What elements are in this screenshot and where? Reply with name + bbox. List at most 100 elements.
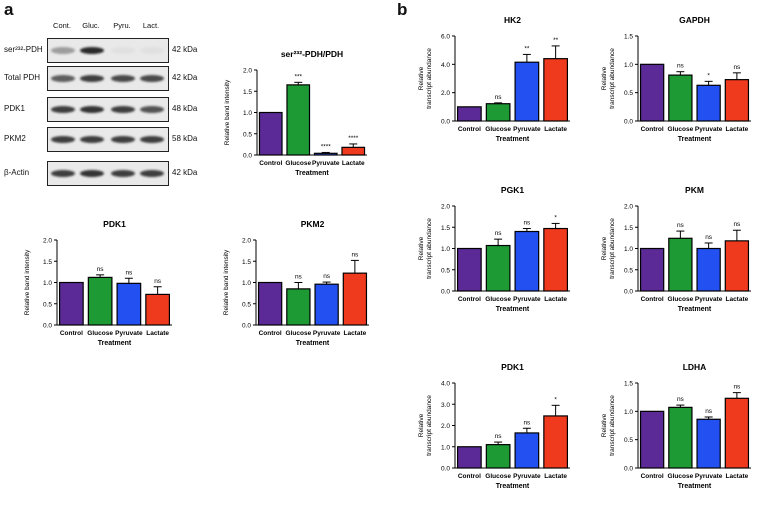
y-axis-label: Relativetranscript abundance	[601, 48, 616, 109]
y-tick-label: 1.0	[624, 409, 633, 416]
y-tick-label: 1.0	[441, 246, 450, 253]
x-tick-label: Lactate	[544, 126, 567, 133]
y-tick-label: 0.5	[242, 301, 251, 308]
y-tick-label: 1.0	[43, 280, 52, 287]
x-tick-label: Glucose	[87, 330, 113, 337]
chart-a3: PKM2 0.0 0.5 1.0 1.5 2.0 Relative band intensi…	[223, 219, 369, 347]
blot-strip	[47, 161, 169, 186]
chart-a2: PDK1 0.0 0.5 1.0 1.5 2.0 Relative band intensi…	[24, 219, 172, 347]
blot-band	[51, 136, 75, 143]
significance-label: ns	[523, 220, 531, 227]
x-tick-label: Pyruvate	[513, 296, 541, 303]
y-tick-label: 0.5	[243, 131, 252, 138]
significance-label: ns	[125, 269, 133, 276]
blot-lane-label: Lact.	[142, 21, 160, 30]
blot-band	[111, 170, 135, 177]
significance-label: ns	[351, 251, 359, 258]
y-tick-label: 0.0	[43, 323, 52, 330]
y-tick-label: 0.5	[441, 267, 450, 274]
significance-label: ****	[321, 143, 332, 150]
y-tick-label: 2.0	[441, 423, 450, 430]
x-tick-label: Control	[259, 160, 282, 167]
bar	[543, 227, 569, 292]
bar	[485, 103, 511, 122]
significance-label: ns	[733, 64, 741, 71]
bar	[543, 415, 569, 469]
y-tick-label: 2.0	[243, 68, 252, 75]
x-tick-label: Lactate	[342, 160, 365, 167]
blot-band	[51, 106, 75, 113]
blot-band	[80, 136, 104, 143]
blot-strip	[47, 38, 169, 63]
x-tick-label: Pyruvate	[312, 160, 340, 167]
blot-band	[111, 75, 135, 82]
bar	[668, 237, 693, 292]
significance-label: ns	[677, 396, 685, 403]
bar	[514, 230, 540, 292]
x-tick-label: Control	[458, 296, 481, 303]
bar	[456, 446, 482, 469]
bar	[668, 406, 693, 469]
x-axis-label: Treatment	[98, 340, 132, 347]
chart-title: LDHA	[683, 362, 707, 372]
x-tick-label: Pyruvate	[513, 126, 541, 133]
significance-label: ns	[705, 408, 713, 415]
blot-strip	[47, 127, 169, 152]
chart-a1: ser²³²-PDH/PDH 0.0 0.5 1.0 1.5 2.0 Relative ba…	[224, 49, 367, 177]
y-tick-label: 0.5	[624, 90, 633, 97]
blot-band	[80, 106, 104, 113]
significance-label: ns	[323, 273, 331, 280]
y-axis-label: Relative band intensity	[224, 79, 231, 145]
chart-title: PDK1	[501, 362, 524, 372]
y-tick-label: 0.0	[624, 119, 633, 126]
y-tick-label: 2.0	[242, 238, 251, 245]
y-axis-label: Relativetranscript abundance	[601, 395, 616, 456]
x-tick-label: Glucose	[668, 126, 694, 133]
blot-band	[51, 75, 75, 82]
chart-b2: GAPDH 0.0 0.5 1.0 1.5 Relativetranscript abun…	[601, 15, 751, 143]
significance-label: ns	[97, 266, 105, 273]
blot-row-label: β-Actin	[4, 168, 30, 177]
y-tick-label: 1.5	[43, 259, 52, 266]
bar	[286, 288, 311, 326]
significance-label: ***	[294, 73, 302, 80]
x-tick-label: Control	[641, 473, 664, 480]
x-tick-label: Control	[641, 296, 664, 303]
y-tick-label: 2.0	[624, 204, 633, 211]
x-tick-label: Glucose	[485, 126, 511, 133]
x-tick-label: Control	[641, 126, 664, 133]
bar	[696, 247, 721, 292]
x-tick-label: Glucose	[668, 473, 694, 480]
significance-label: **	[553, 37, 559, 44]
x-tick-label: Glucose	[285, 160, 311, 167]
x-tick-label: Lactate	[146, 330, 169, 337]
bar	[668, 74, 693, 122]
x-tick-label: Pyruvate	[695, 126, 723, 133]
blot-band	[111, 47, 135, 54]
blot-band	[140, 75, 164, 82]
bar	[639, 63, 665, 122]
significance-label: ns	[154, 278, 162, 285]
chart-b6: LDHA 0.0 0.5 1.0 1.5 Relativetranscript abund…	[601, 362, 751, 490]
chart-title: ser²³²-PDH/PDH	[281, 49, 343, 59]
blot-lane-label: Pyru.	[113, 21, 131, 30]
y-axis-label: Relative band intensity	[24, 249, 31, 315]
y-tick-label: 0.0	[441, 119, 450, 126]
y-tick-label: 1.5	[242, 259, 251, 266]
significance-label: ****	[348, 135, 359, 142]
panel-a-letter: a	[4, 0, 14, 19]
bar	[514, 61, 540, 122]
significance-label: ns	[677, 63, 685, 70]
x-tick-label: Glucose	[485, 473, 511, 480]
blot-strip	[47, 66, 169, 91]
blot-row-label: PKM2	[4, 134, 26, 143]
bar	[314, 283, 339, 326]
y-tick-label: 0.0	[243, 153, 252, 160]
chart-title: PGK1	[501, 185, 524, 195]
y-tick-label: 0.5	[624, 267, 633, 274]
y-tick-label: 0.0	[624, 289, 633, 296]
bar	[639, 247, 665, 292]
significance-label: ns	[705, 234, 713, 241]
blot-strip	[47, 97, 169, 122]
x-tick-label: Glucose	[668, 296, 694, 303]
